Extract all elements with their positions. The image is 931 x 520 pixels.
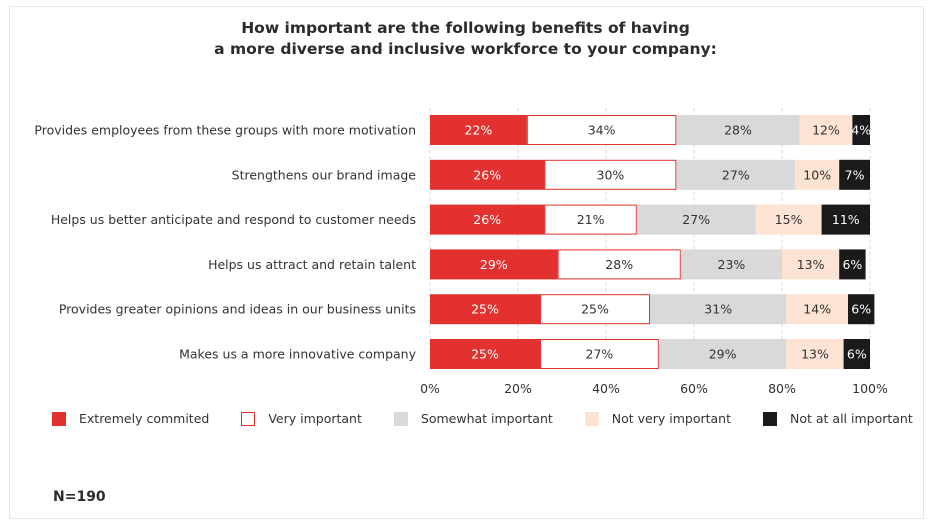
chart-title-line-1: How important are the following benefits… — [241, 19, 690, 37]
legend-swatch-not-at-all-important — [763, 411, 778, 426]
data-label: 4% — [851, 123, 871, 138]
bar-somewhat-important — [680, 249, 782, 280]
data-label: 31% — [704, 302, 732, 317]
bar-somewhat-important — [676, 115, 800, 145]
data-label: 28% — [605, 257, 633, 272]
legend-swatch-not-very-important — [584, 411, 599, 426]
bar-extremely-commited — [430, 339, 540, 369]
bar-extremely-commited — [430, 115, 527, 145]
category-label: Strengthens our brand image — [232, 167, 417, 182]
data-label: 23% — [718, 257, 746, 272]
legend-label-not-at-all-important: Not at all important — [790, 411, 913, 426]
legend-label-not-very-important: Not very important — [611, 411, 732, 426]
data-label: 14% — [803, 302, 831, 317]
data-label: 11% — [832, 212, 860, 227]
bar-not-very-important — [799, 115, 853, 145]
data-label: 27% — [722, 167, 750, 182]
category-label: Helps us attract and retain talent — [208, 257, 416, 272]
x-tick-label: 80% — [768, 381, 796, 396]
bar-extremely-commited — [430, 294, 540, 325]
stacked-bar-chart: 0% 20% 40% 60% 80% 100% Provides employees fro… — [34, 108, 888, 396]
bar-very-important — [540, 339, 659, 369]
data-label: 26% — [473, 212, 501, 227]
data-label: 30% — [597, 167, 625, 182]
sample-size-label: N=190 — [53, 489, 106, 505]
data-label: 6% — [851, 302, 871, 317]
data-label: 12% — [812, 123, 840, 138]
category-label: Provides employees from these groups wit… — [34, 123, 416, 138]
chart-title-line-2: a more diverse and inclusive workforce t… — [214, 40, 717, 58]
bar-not-at-all-important — [821, 204, 870, 235]
bar-very-important — [540, 294, 650, 325]
data-label: 25% — [471, 347, 499, 362]
bar-not-at-all-important — [852, 115, 870, 145]
category-label: Helps us better anticipate and respond t… — [51, 212, 416, 227]
data-label: 13% — [797, 257, 825, 272]
data-label: 6% — [847, 347, 867, 362]
bar-not-very-important — [755, 204, 822, 235]
bar-extremely-commited — [430, 249, 558, 280]
bar-somewhat-important — [650, 294, 787, 325]
bar-somewhat-important — [658, 339, 787, 369]
x-tick-label: 100% — [852, 381, 888, 396]
bar-not-very-important — [786, 294, 848, 325]
legend-item-not-at-all-important: Not at all important — [763, 411, 913, 426]
data-label: 21% — [577, 212, 605, 227]
bar-somewhat-important — [676, 159, 796, 190]
legend-item-extremely-commited: Extremely commited — [52, 411, 209, 426]
legend-swatch-very-important — [241, 411, 256, 426]
data-label: 25% — [581, 302, 609, 317]
chart-legend: Extremely commited Very important Somewh… — [52, 411, 913, 426]
bar-somewhat-important — [636, 204, 756, 235]
bar-extremely-commited — [430, 204, 545, 235]
data-label: 10% — [803, 167, 831, 182]
chart-title: How important are the following benefits… — [0, 18, 931, 60]
legend-item-very-important: Very important — [241, 411, 362, 426]
bar-not-at-all-important — [843, 339, 870, 369]
legend-label-extremely-commited: Extremely commited — [79, 411, 210, 426]
data-label: 26% — [473, 167, 501, 182]
data-label: 28% — [724, 123, 752, 138]
bar-not-at-all-important — [839, 249, 866, 280]
data-label: 27% — [586, 347, 614, 362]
category-label: Provides greater opinions and ideas in o… — [59, 302, 416, 317]
data-label: 29% — [709, 347, 737, 362]
legend-item-not-very-important: Not very important — [584, 411, 732, 426]
x-tick-label: 40% — [592, 381, 620, 396]
bar-not-very-important — [786, 339, 844, 369]
legend-label-somewhat-important: Somewhat important — [420, 411, 553, 426]
data-label: 13% — [801, 347, 829, 362]
category-label: Makes us a more innovative company — [179, 347, 416, 362]
legend-swatch-somewhat-important — [393, 411, 408, 426]
bar-very-important — [544, 159, 677, 190]
data-label: 22% — [465, 123, 493, 138]
data-label: 15% — [775, 212, 803, 227]
data-label: 25% — [471, 302, 499, 317]
x-tick-label: 20% — [504, 381, 532, 396]
legend-swatch-extremely-commited — [52, 411, 66, 426]
legend-item-somewhat-important: Somewhat important — [393, 411, 553, 426]
bar-not-very-important — [795, 159, 840, 190]
bar-not-at-all-important — [839, 159, 870, 190]
bar-very-important — [544, 204, 637, 235]
data-label: 34% — [588, 123, 616, 138]
legend-label-very-important: Very important — [268, 411, 362, 426]
x-tick-label: 0% — [420, 381, 440, 396]
data-label: 7% — [845, 167, 865, 182]
bar-very-important — [557, 249, 681, 280]
bar-not-at-all-important — [848, 294, 875, 325]
bar-extremely-commited — [430, 159, 545, 190]
x-tick-label: 60% — [680, 381, 708, 396]
data-label: 27% — [682, 212, 710, 227]
bar-not-very-important — [782, 249, 840, 280]
data-label: 29% — [480, 257, 508, 272]
data-label: 6% — [842, 257, 862, 272]
bar-very-important — [526, 115, 677, 145]
